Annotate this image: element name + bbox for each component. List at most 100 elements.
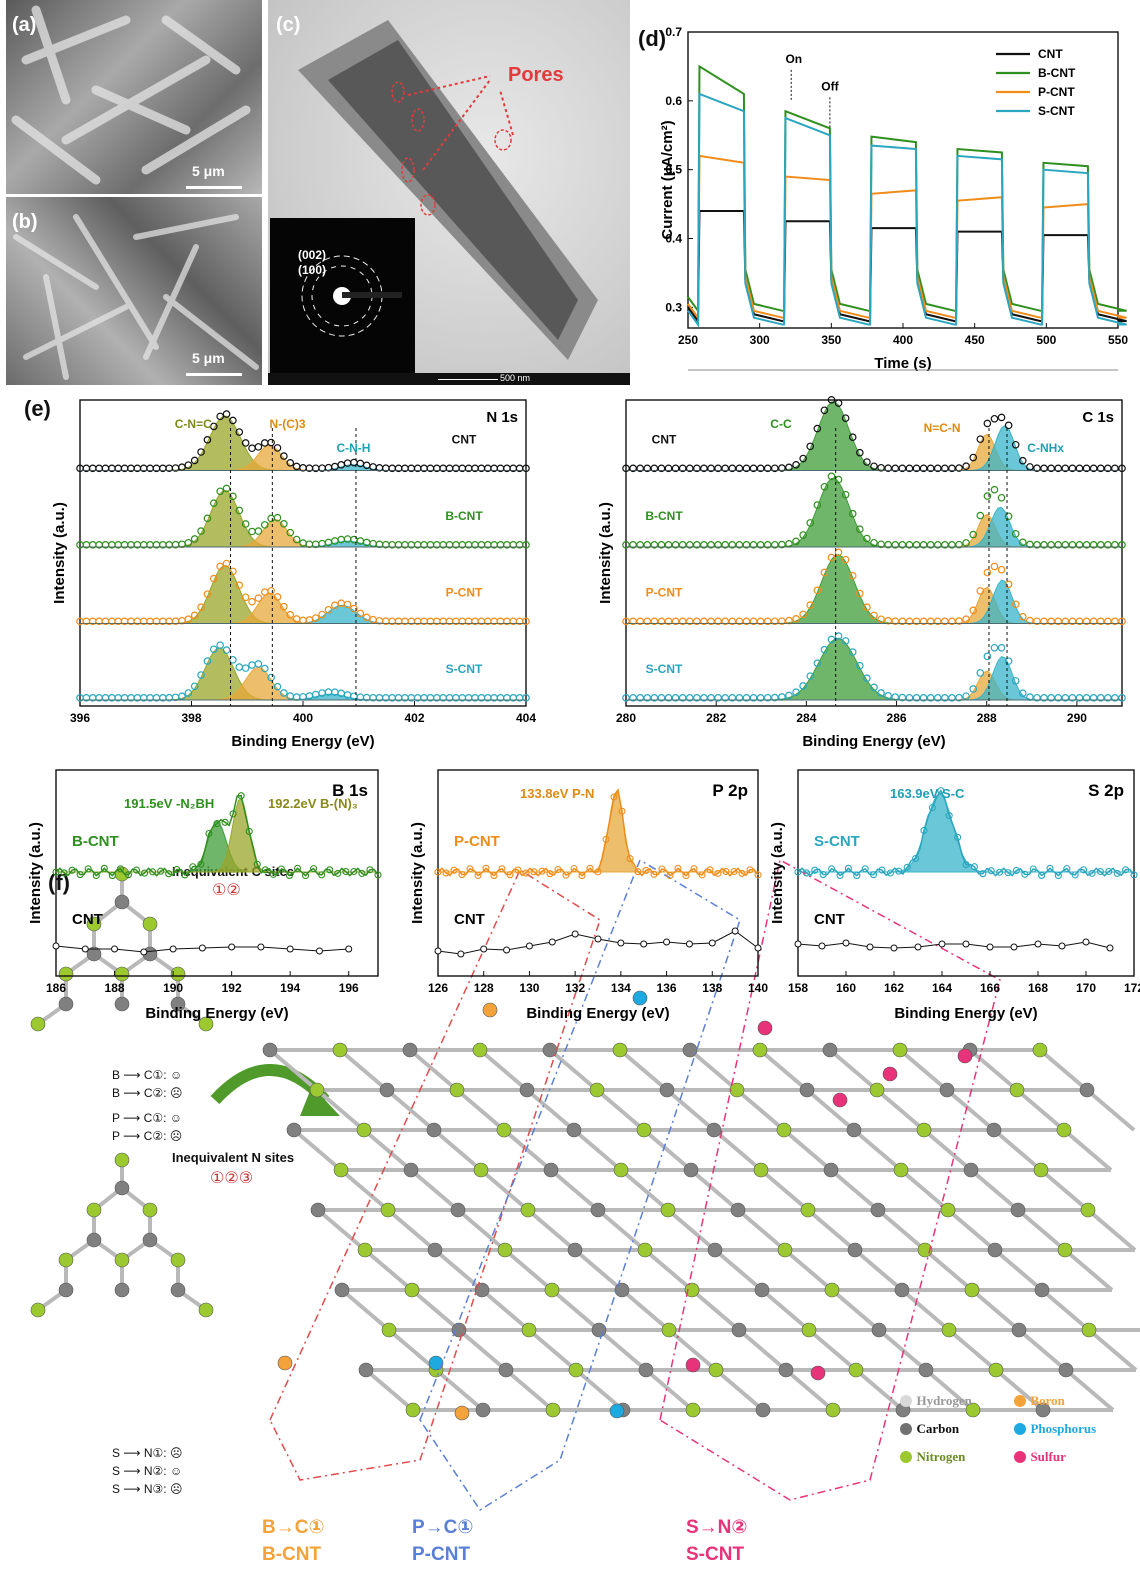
- data-point: [997, 413, 1006, 422]
- carbon-atom: [114, 894, 130, 910]
- nitrogen-atom: [753, 1162, 769, 1178]
- data-point: [714, 869, 722, 877]
- data-point: [241, 664, 250, 672]
- data-point: [870, 871, 878, 879]
- nitrogen-atom: [472, 1042, 488, 1058]
- plot-frame: [625, 399, 1123, 707]
- nitrogen-atom: [497, 1242, 513, 1258]
- panel-b-label: (b): [12, 211, 38, 233]
- cnt-point: [794, 940, 802, 948]
- data-point: [498, 865, 506, 873]
- x-tick-label: 158: [788, 981, 808, 995]
- data-point: [834, 399, 843, 407]
- data-point: [1118, 464, 1126, 473]
- carbon-atom: [262, 1042, 278, 1058]
- data-point: [898, 693, 907, 702]
- data-point: [1075, 617, 1084, 626]
- data-point: [222, 484, 231, 493]
- data-point: [514, 866, 522, 874]
- data-point: [280, 689, 288, 697]
- data-point: [763, 464, 772, 473]
- carbon-atom: [170, 1282, 186, 1298]
- bond: [548, 1048, 599, 1092]
- cnt-line: [797, 941, 1111, 949]
- x-tick-label: 136: [657, 981, 677, 995]
- carbon-atom: [591, 1322, 607, 1338]
- bond: [712, 1128, 763, 1172]
- data-point: [1004, 657, 1013, 665]
- data-point: [771, 617, 779, 626]
- data-point: [990, 643, 999, 652]
- data-point: [870, 611, 878, 620]
- data-point: [622, 541, 630, 549]
- data-point: [813, 659, 822, 668]
- data-point: [1018, 612, 1027, 621]
- y-axis-label: Intensity (a.u.): [27, 822, 44, 924]
- nitrogen-atom: [333, 1162, 349, 1178]
- bond: [340, 1288, 391, 1332]
- data-point: [286, 610, 295, 619]
- photocurrent-chart: 250 300 350 400 450 500 550 Time (s) Current (μA…: [659, 25, 1128, 372]
- data-point: [1029, 865, 1037, 873]
- cnt-point: [52, 942, 60, 950]
- cnt-point: [457, 950, 465, 958]
- data-point: [664, 464, 673, 473]
- carbon-atom: [402, 1042, 418, 1058]
- data-point: [671, 617, 680, 626]
- bond: [828, 1048, 879, 1092]
- carbon-atom: [894, 1282, 910, 1298]
- data-point: [771, 693, 779, 702]
- data-point: [203, 436, 212, 444]
- sulfur-atom: [810, 1365, 826, 1381]
- p-region-outline: [419, 860, 741, 1512]
- data-point: [522, 694, 530, 702]
- data-point: [1068, 617, 1077, 626]
- data-point: [820, 482, 829, 491]
- data-point: [1104, 617, 1112, 626]
- bond: [595, 1088, 646, 1132]
- data-point: [698, 871, 706, 879]
- data-point: [216, 562, 224, 571]
- bond: [619, 1168, 670, 1212]
- data-point: [912, 617, 921, 626]
- data-point: [1021, 870, 1029, 878]
- bond: [504, 1368, 555, 1412]
- data-point: [1111, 617, 1119, 626]
- bond: [784, 1368, 835, 1412]
- bond: [760, 1288, 811, 1332]
- sample-label-S-CNT: S-CNT: [646, 662, 683, 676]
- data-point: [310, 865, 318, 873]
- data-point: [976, 511, 985, 520]
- scale-bar-b: [186, 373, 242, 376]
- bond: [1016, 1208, 1067, 1252]
- bond: [666, 1208, 717, 1252]
- data-point: [1075, 464, 1084, 473]
- data-point: [1118, 617, 1126, 626]
- data-point: [937, 787, 945, 795]
- data-point: [210, 645, 218, 654]
- data-point: [602, 835, 610, 843]
- data-point: [707, 694, 715, 702]
- carbon-atom: [170, 996, 186, 1012]
- data-point: [241, 520, 250, 528]
- bond: [667, 1328, 718, 1372]
- sample-label-B-CNT: B-CNT: [445, 509, 483, 523]
- data-point: [853, 872, 861, 880]
- data-point: [933, 541, 942, 549]
- data-point: [1105, 867, 1113, 876]
- data-point: [721, 541, 730, 549]
- nitrogen-atom: [404, 1282, 420, 1298]
- sulfur-atom: [757, 1020, 773, 1036]
- bond: [387, 1328, 438, 1372]
- data-point: [538, 867, 546, 875]
- bond: [735, 1088, 786, 1132]
- x-axis-label: Binding Energy (eV): [145, 1005, 288, 1022]
- data-point: [650, 870, 658, 878]
- data-point: [792, 460, 800, 469]
- bond: [807, 1328, 858, 1372]
- bond: [922, 1128, 973, 1172]
- cnt-point: [1082, 938, 1090, 946]
- data-point: [707, 617, 715, 626]
- data-point: [778, 540, 786, 549]
- data-point: [458, 871, 466, 879]
